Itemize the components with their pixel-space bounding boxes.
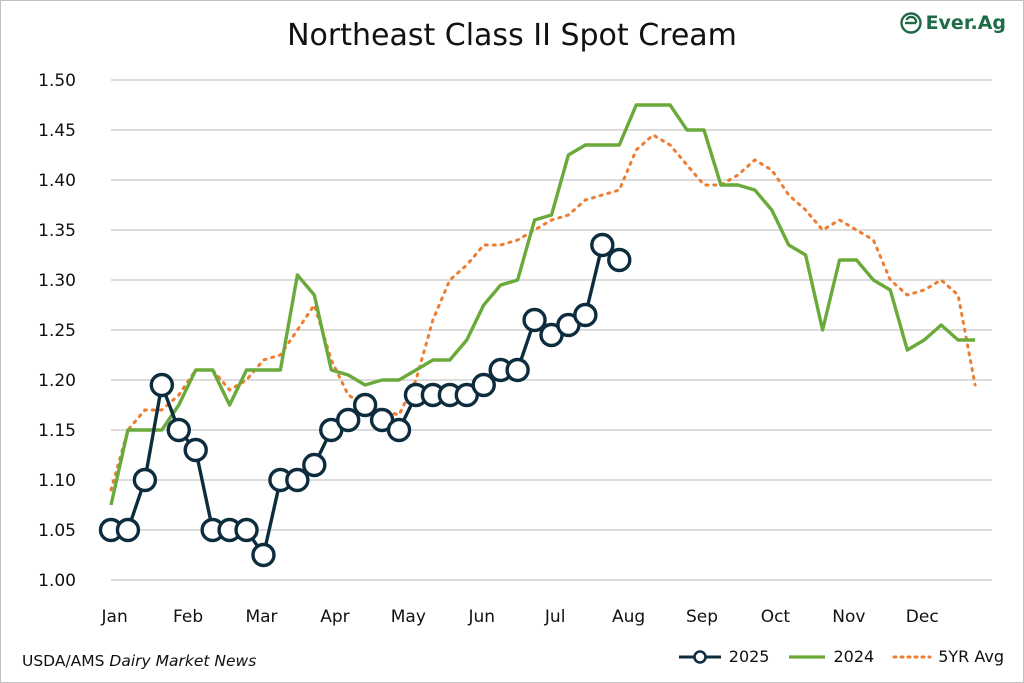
y-tick-label: 1.30	[38, 271, 76, 291]
point-2025	[335, 407, 361, 433]
y-tick-label: 1.10	[38, 471, 76, 491]
chart-title: Northeast Class II Spot Cream	[287, 18, 737, 53]
point-2025	[352, 392, 378, 418]
point-2025	[471, 372, 496, 398]
series-markers	[98, 232, 632, 568]
point-2025	[505, 357, 530, 383]
x-month-label: Jan	[101, 607, 128, 627]
source-prefix: USDA/AMS	[22, 652, 110, 670]
point-2025	[115, 517, 141, 543]
legend-label-2024: 2024	[833, 647, 875, 666]
x-month-label: May	[391, 607, 426, 627]
brand-logo: Ever.Ag	[899, 12, 1006, 34]
chart-legend: 2025 2024 5YR Avg	[677, 647, 1004, 666]
ever-ag-leaf-icon	[899, 12, 922, 34]
point-2025	[132, 467, 158, 493]
x-month-label: Apr	[320, 607, 349, 627]
point-2025	[607, 247, 632, 273]
point-2025	[149, 372, 175, 398]
x-month-label: Nov	[832, 607, 865, 627]
y-tick-label: 1.40	[38, 171, 76, 191]
source-note: USDA/AMS Dairy Market News	[22, 652, 256, 670]
x-month-label: Sep	[686, 607, 718, 627]
point-2025	[234, 517, 259, 543]
y-tick-label: 1.05	[38, 521, 76, 541]
legend-swatch-2024	[789, 654, 826, 659]
x-axis-month-labels: Jan Feb Mar Apr May Jun Jul Aug Sep Oct Nov Dec	[101, 607, 939, 627]
y-tick-label: 1.20	[38, 371, 76, 391]
x-month-label: Aug	[612, 607, 645, 627]
point-2025	[386, 417, 412, 443]
legend-item-2025: 2025	[677, 647, 770, 666]
series-line-2024	[109, 103, 976, 506]
point-2025	[573, 302, 598, 328]
legend-swatch-5yr-avg	[892, 655, 932, 658]
y-tick-label: 1.50	[38, 71, 76, 91]
point-2025	[183, 437, 208, 463]
legend-label-5yr-avg: 5YR Avg	[938, 647, 1004, 666]
y-tick-label: 1.25	[38, 321, 76, 341]
y-tick-label: 1.35	[38, 221, 76, 241]
y-axis-tick-labels: 1.00 1.05 1.10 1.15 1.20 1.25 1.30 1.35 1.40 1.45…	[38, 71, 76, 591]
x-month-label: Dec	[906, 607, 939, 627]
legend-item-2024: 2024	[787, 647, 874, 666]
x-month-label: Feb	[173, 607, 203, 627]
legend-item-5yr-avg: 5YR Avg	[892, 647, 1004, 666]
x-month-label: Jun	[467, 607, 495, 627]
y-tick-label: 1.00	[38, 571, 76, 591]
point-2025	[166, 417, 191, 443]
point-2025	[590, 232, 615, 258]
x-month-label: Mar	[245, 607, 277, 627]
y-tick-label: 1.15	[38, 421, 76, 441]
x-month-label: Oct	[761, 607, 791, 627]
point-2025	[302, 452, 327, 478]
y-tick-label: 1.45	[38, 121, 76, 141]
point-2025	[285, 467, 310, 493]
point-2025	[522, 307, 547, 333]
x-month-label: Jul	[544, 607, 566, 627]
logo-text: Ever.Ag	[925, 12, 1006, 34]
source-italic: Dairy Market News	[109, 652, 257, 670]
point-2025	[251, 542, 276, 568]
legend-label-2025: 2025	[728, 647, 770, 666]
legend-swatch-2025	[678, 649, 721, 664]
